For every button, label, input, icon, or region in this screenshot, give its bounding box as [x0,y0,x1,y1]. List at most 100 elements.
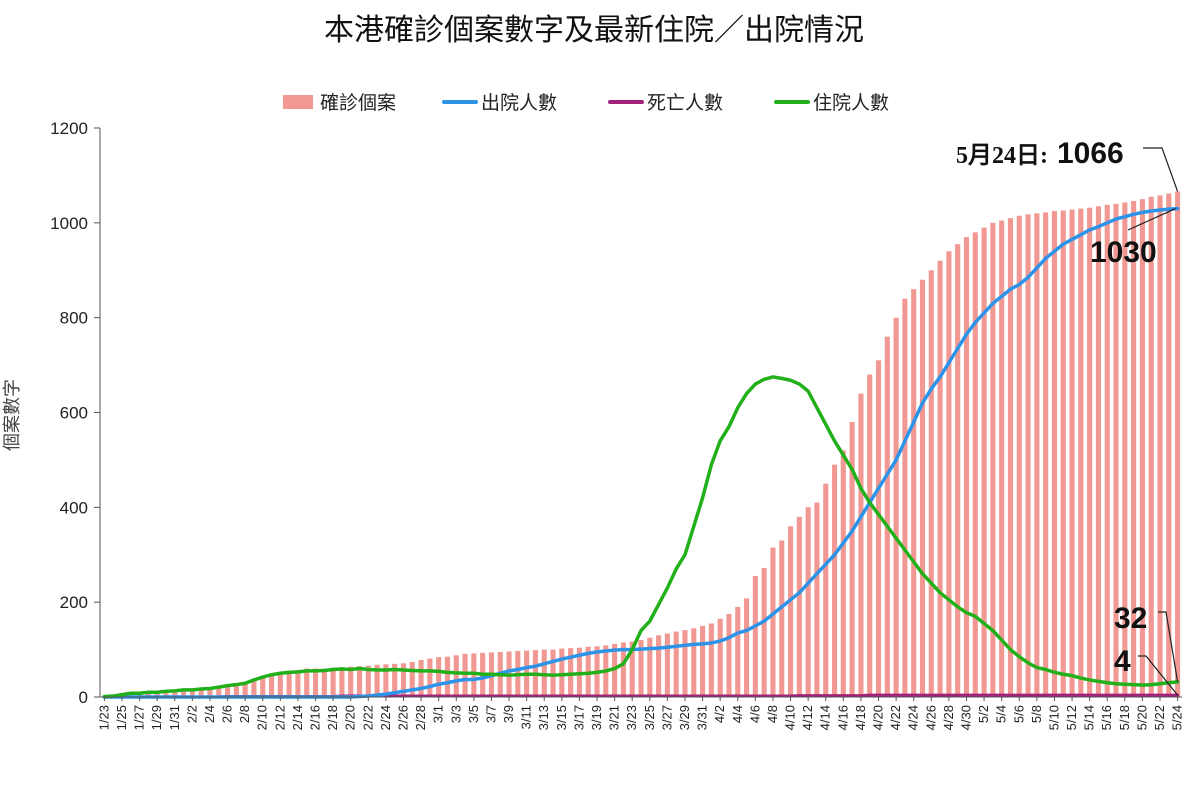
bar-confirmed [436,657,442,697]
x-tick-label: 5/2 [976,705,991,723]
bar-confirmed [955,244,961,698]
x-tick-label: 3/3 [448,705,463,723]
bar-confirmed [286,670,292,697]
bar-confirmed [717,618,723,697]
chart-legend: 確診個案 出院人數 死亡人數 住院人數 [283,92,889,114]
bar-confirmed [444,656,451,697]
x-tick-label: 2/18 [325,705,340,730]
bar-confirmed [673,631,679,697]
x-tick-label: 4/14 [818,705,833,730]
bar-confirmed [990,222,996,697]
x-tick-label: 2/14 [290,705,305,730]
x-tick-label: 4/10 [783,705,798,730]
bar-confirmed [251,679,257,697]
bar-confirmed [189,689,195,697]
bar-confirmed [216,687,222,697]
bar-confirmed [937,260,943,697]
bar-confirmed [1139,199,1145,698]
bar-confirmed [330,667,336,697]
x-tick-label: 4/18 [853,705,868,730]
bar-confirmed [163,691,169,697]
bar-confirmed [787,526,794,697]
line-hospitalised [102,375,1180,699]
x-tick-label: 3/13 [536,705,551,730]
bar-confirmed [339,667,345,697]
bar-confirmed [1060,210,1066,697]
bar-confirmed [365,665,371,697]
y-axis-label: 個案數字 [2,379,23,451]
bar-confirmed [181,689,187,697]
annotation-discharged-total: 1030 [1090,236,1157,269]
x-tick-label: 1/23 [96,705,111,730]
x-tick-label: 3/1 [431,705,446,723]
x-tick-label: 2/26 [395,705,410,730]
y-tick-label: 600 [60,404,88,423]
x-tick-label: 5/18 [1117,705,1132,730]
bar-confirmed [242,683,248,697]
bar-confirmed [233,684,239,697]
bar-confirmed [374,664,380,697]
x-tick-label: 4/2 [712,705,727,723]
x-tick-label: 5/20 [1134,705,1149,730]
bar-confirmed [471,653,477,697]
y-tick-label: 800 [60,309,88,328]
x-tick-label: 5/14 [1082,705,1097,730]
bar-confirmed [1078,208,1084,698]
annotation-deaths-total: 4 [1114,645,1131,678]
x-tick-label: 5/16 [1099,705,1114,730]
bar-confirmed [911,289,917,697]
x-tick-label: 2/8 [237,705,252,723]
bar-confirmed [744,598,750,697]
x-tick-label: 2/10 [255,705,270,730]
x-tick-label: 4/6 [747,705,762,723]
bar-confirmed [612,643,618,697]
x-tick-label: 4/4 [730,705,745,723]
x-tick-label: 4/26 [923,705,938,730]
annotation-date: 5月24日: [956,143,1048,169]
bar-confirmed [867,374,873,697]
x-tick-label: 5/24 [1170,705,1185,730]
x-tick-label: 4/8 [765,705,780,723]
x-tick-label: 3/11 [519,705,534,729]
bar-confirmed [1043,212,1049,697]
x-tick-label: 4/28 [941,705,956,730]
bar-confirmed [638,640,644,697]
bar-confirmed [225,685,231,697]
x-tick-label: 3/9 [501,705,516,723]
bar-confirmed [946,251,952,697]
x-tick-label: 3/27 [659,705,674,730]
x-tick-label: 1/25 [114,705,129,730]
bar-confirmed [312,668,319,697]
bar-confirmed [392,663,398,697]
bar-confirmed [1175,191,1181,698]
annotation-leader-line [1158,611,1179,682]
bar-confirmed [919,279,926,697]
x-tick-label: 2/6 [220,705,235,723]
bar-confirmed [427,658,433,697]
bar-confirmed [840,450,846,697]
x-tick-label: 2/2 [184,705,199,723]
chart-title: 本港確診個案數字及最新住院／出院情況 [324,13,864,48]
x-tick-label: 4/12 [800,705,815,730]
bar-confirmed [761,568,767,697]
bar-confirmed [972,232,978,697]
x-tick-label: 4/16 [835,705,850,730]
bar-confirmed [1016,215,1022,697]
legend-label-confirmed: 確診個案 [320,92,396,114]
x-tick-label: 5/22 [1152,705,1167,730]
annotation-leader-line [1127,208,1176,231]
bar-confirmed [145,692,151,697]
bars-layer [101,191,1181,698]
x-tick-label: 5/10 [1046,705,1061,730]
bar-confirmed [348,666,354,697]
x-tick-label: 3/25 [642,705,657,730]
bar-confirmed [260,677,266,697]
bar-confirmed [664,633,670,697]
annotations-layer: 5月24日: 1066 1030 32 4 [956,137,1179,696]
bar-confirmed [708,623,714,697]
bar-confirmed [268,673,275,697]
bar-confirmed [735,606,741,697]
x-tick-label: 2/22 [360,705,375,730]
bar-confirmed [1113,203,1119,697]
legend-label-hospitalised: 住院人數 [813,92,889,114]
